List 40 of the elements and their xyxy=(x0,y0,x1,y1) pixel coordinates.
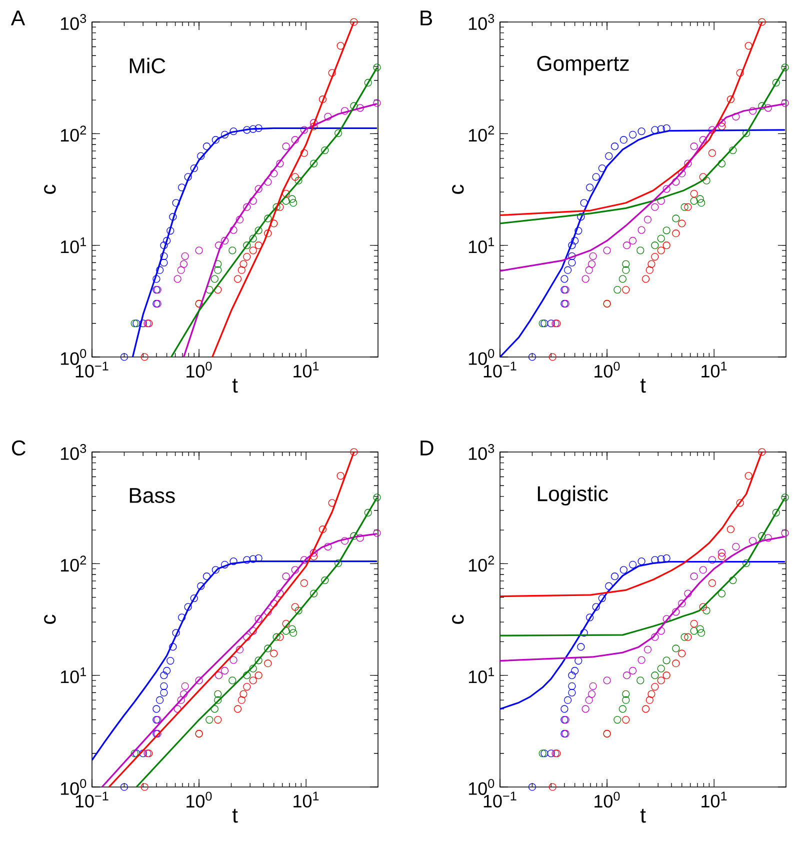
y-axis-title: c xyxy=(452,184,464,194)
y-tick-label: 10$^{2}$ xyxy=(468,556,494,572)
y-tick-label: 10$^{1}$ xyxy=(60,667,86,684)
y-tick-label: 10$^{0}$ xyxy=(60,779,86,795)
y-tick-label: 10$^{2}$ xyxy=(60,556,86,572)
x-axis-title: t xyxy=(640,808,646,823)
text: Logistic xyxy=(538,486,608,506)
x-axis-title: t xyxy=(232,808,238,823)
y-tick-label: 10$^{3}$ xyxy=(60,444,86,460)
y-axis-title: c xyxy=(44,184,56,194)
text: B xyxy=(420,10,432,26)
y-tick-label: 10$^{3}$ xyxy=(60,14,86,30)
x-tick-label: 10$^{1}$ xyxy=(702,792,727,808)
x-tick-label: 10$^{0}$ xyxy=(594,362,620,378)
x-axis-title: t xyxy=(640,378,646,393)
y-tick-label: 10$^{1}$ xyxy=(468,667,494,684)
y-tick-label: 10$^{1}$ xyxy=(468,237,494,254)
y-tick-label: 10$^{2}$ xyxy=(60,126,86,142)
y-axis-title: c xyxy=(44,614,56,624)
x-tick-label: 10$^{1}$ xyxy=(702,362,727,378)
text: C xyxy=(12,440,26,456)
y-tick-label: 10$^{0}$ xyxy=(468,349,494,365)
x-tick-label: 10$^{0}$ xyxy=(186,792,212,808)
x-tick-label: 10$^{0}$ xyxy=(186,362,212,378)
text: Bass xyxy=(130,488,175,503)
y-tick-label: 10$^{2}$ xyxy=(468,126,494,142)
y-tick-label: 10$^{0}$ xyxy=(60,349,86,365)
text: Gompertz xyxy=(537,56,629,76)
text: D xyxy=(420,440,434,456)
y-axis-title: c xyxy=(452,614,464,624)
text: MiC xyxy=(130,58,166,74)
y-tick-label: 10$^{3}$ xyxy=(468,444,494,460)
x-tick-label: 10$^{0}$ xyxy=(594,792,620,808)
y-tick-label: 10$^{3}$ xyxy=(468,14,494,30)
x-axis-title: t xyxy=(232,378,238,393)
x-tick-label: 10$^{1}$ xyxy=(294,792,319,808)
y-tick-label: 10$^{1}$ xyxy=(60,237,86,254)
x-tick-label: 10$^{1}$ xyxy=(294,362,319,378)
text: A xyxy=(10,10,26,26)
y-tick-label: 10$^{0}$ xyxy=(468,779,494,795)
